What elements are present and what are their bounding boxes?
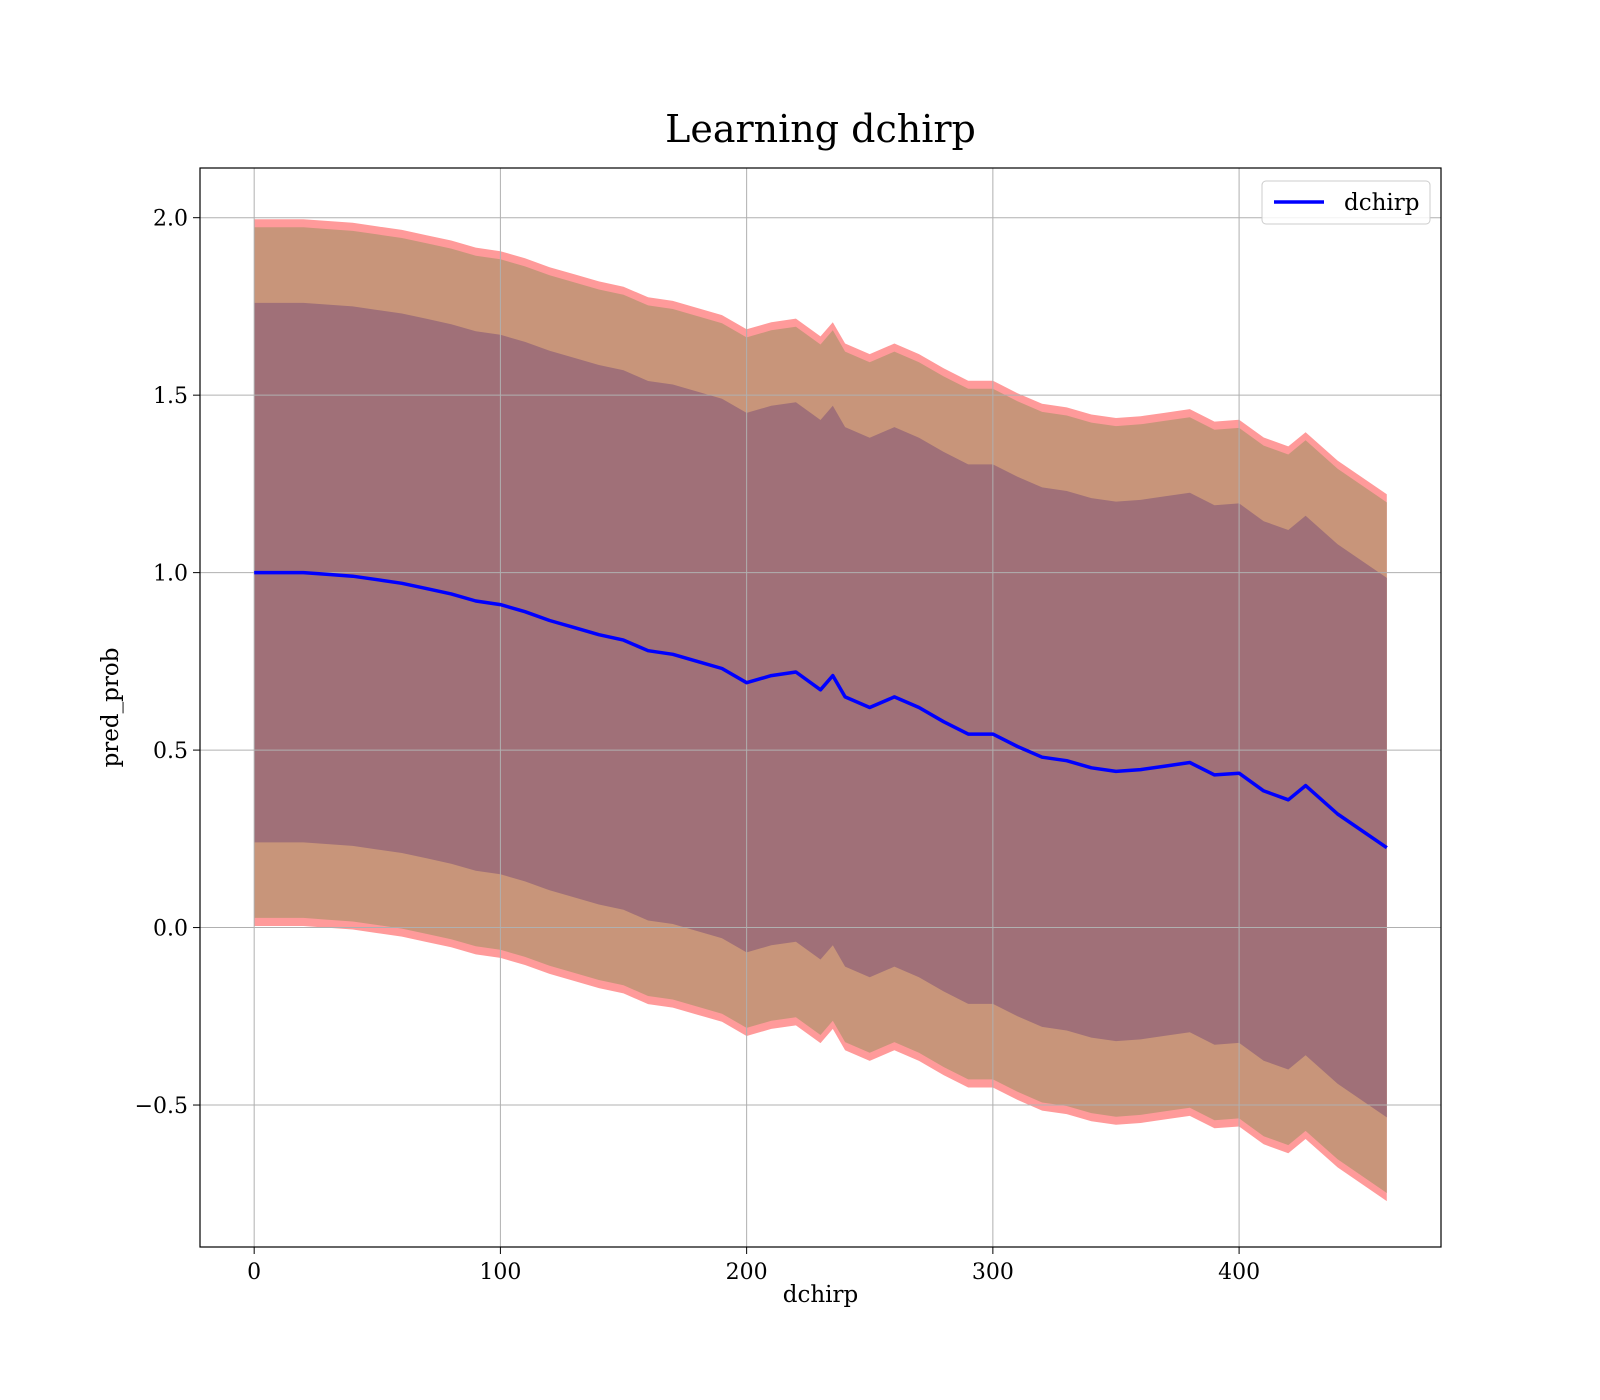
x-tick-label: 300	[972, 1260, 1014, 1285]
y-axis-label: pred_prob	[98, 648, 124, 768]
y-tick-label: 2.0	[153, 207, 188, 232]
legend-label: dchirp	[1344, 190, 1420, 216]
x-tick-label: 100	[479, 1260, 521, 1285]
axes-frame	[199, 167, 1442, 1248]
legend: dchirp	[1261, 180, 1431, 225]
x-tick-label: 200	[726, 1260, 768, 1285]
x-tick-label: 400	[1218, 1260, 1260, 1285]
chart-title: Learning dchirp	[665, 107, 976, 151]
y-tick-label: 0.0	[153, 917, 188, 942]
plot-area: 0 100 200 300 400 −0.5 0.0 0.5 1.0 1.5 2.0	[135, 167, 1442, 1285]
legend-box	[1261, 180, 1431, 225]
y-tick-label: 1.0	[153, 562, 188, 587]
y-tick-label: −0.5	[135, 1094, 188, 1119]
x-axis-label: dchirp	[783, 1282, 859, 1308]
x-tick-label: 0	[247, 1260, 261, 1285]
y-tick-label: 1.5	[153, 384, 188, 409]
y-tick-label: 0.5	[153, 739, 188, 764]
series-line-dchirp	[254, 570, 1388, 850]
band-1sigma	[254, 302, 1387, 1118]
